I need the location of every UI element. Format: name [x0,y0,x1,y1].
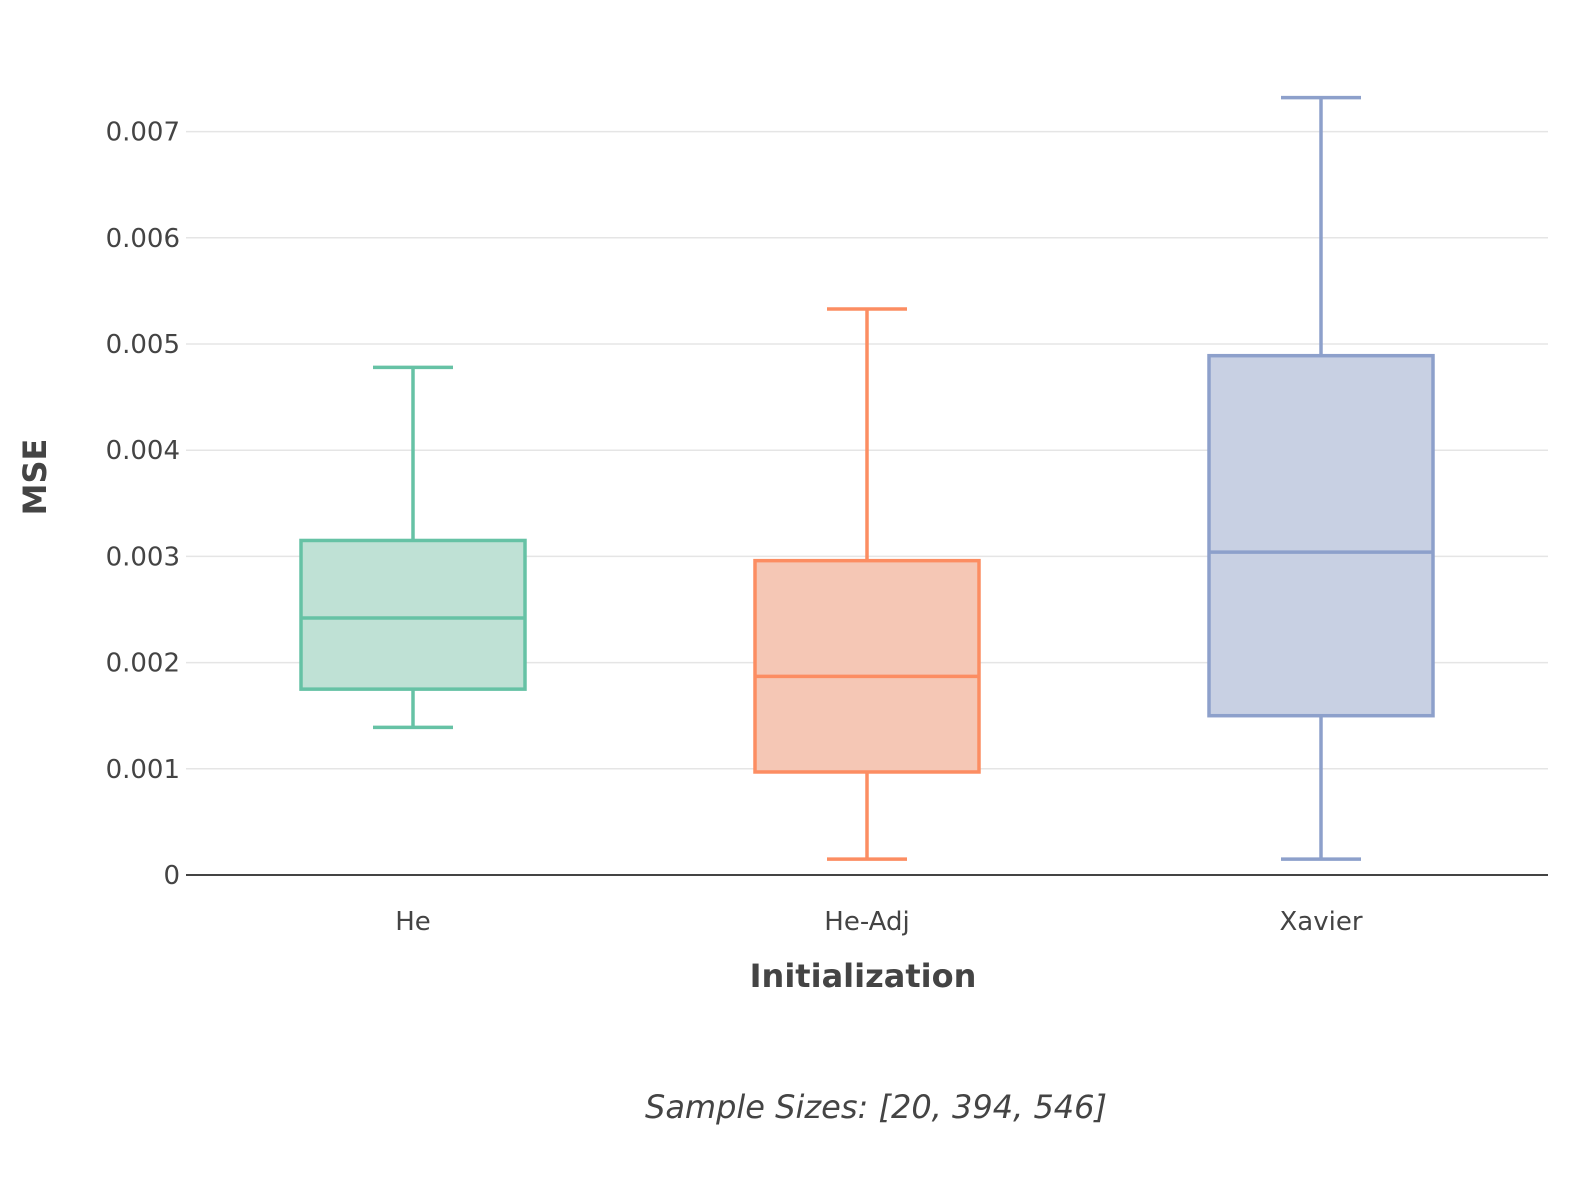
y-tick-label: 0.004 [106,436,180,466]
box-he-adj [753,307,981,861]
iqr-box [753,558,981,774]
iqr-box [299,538,527,691]
y-tick-label: 0.005 [106,330,180,360]
y-tick-label: 0.002 [106,649,180,679]
box-he [299,365,527,730]
y-tick-label: 0.003 [106,542,180,572]
y-axis-title: MSE [16,439,54,516]
y-tick-label: 0.006 [106,224,180,254]
y-tick-label: 0.007 [106,118,180,148]
box-xavier [1207,95,1435,861]
sample-sizes-annotation: Sample Sizes: [20, 394, 546] [645,1088,1107,1126]
x-axis-title: Initialization [750,957,977,995]
x-axis-ticks: He He-Adj Xavier [395,907,1363,937]
x-tick-label: He-Adj [824,907,909,937]
y-tick-label: 0 [163,861,180,891]
y-axis-ticks: 0 0.001 0.002 0.003 0.004 0.005 0.006 0.007 [106,118,180,891]
boxes [299,95,1435,861]
x-tick-label: Xavier [1279,907,1362,937]
y-tick-label: 0.001 [106,755,180,785]
iqr-box [1207,353,1435,718]
x-tick-label: He [395,907,431,937]
